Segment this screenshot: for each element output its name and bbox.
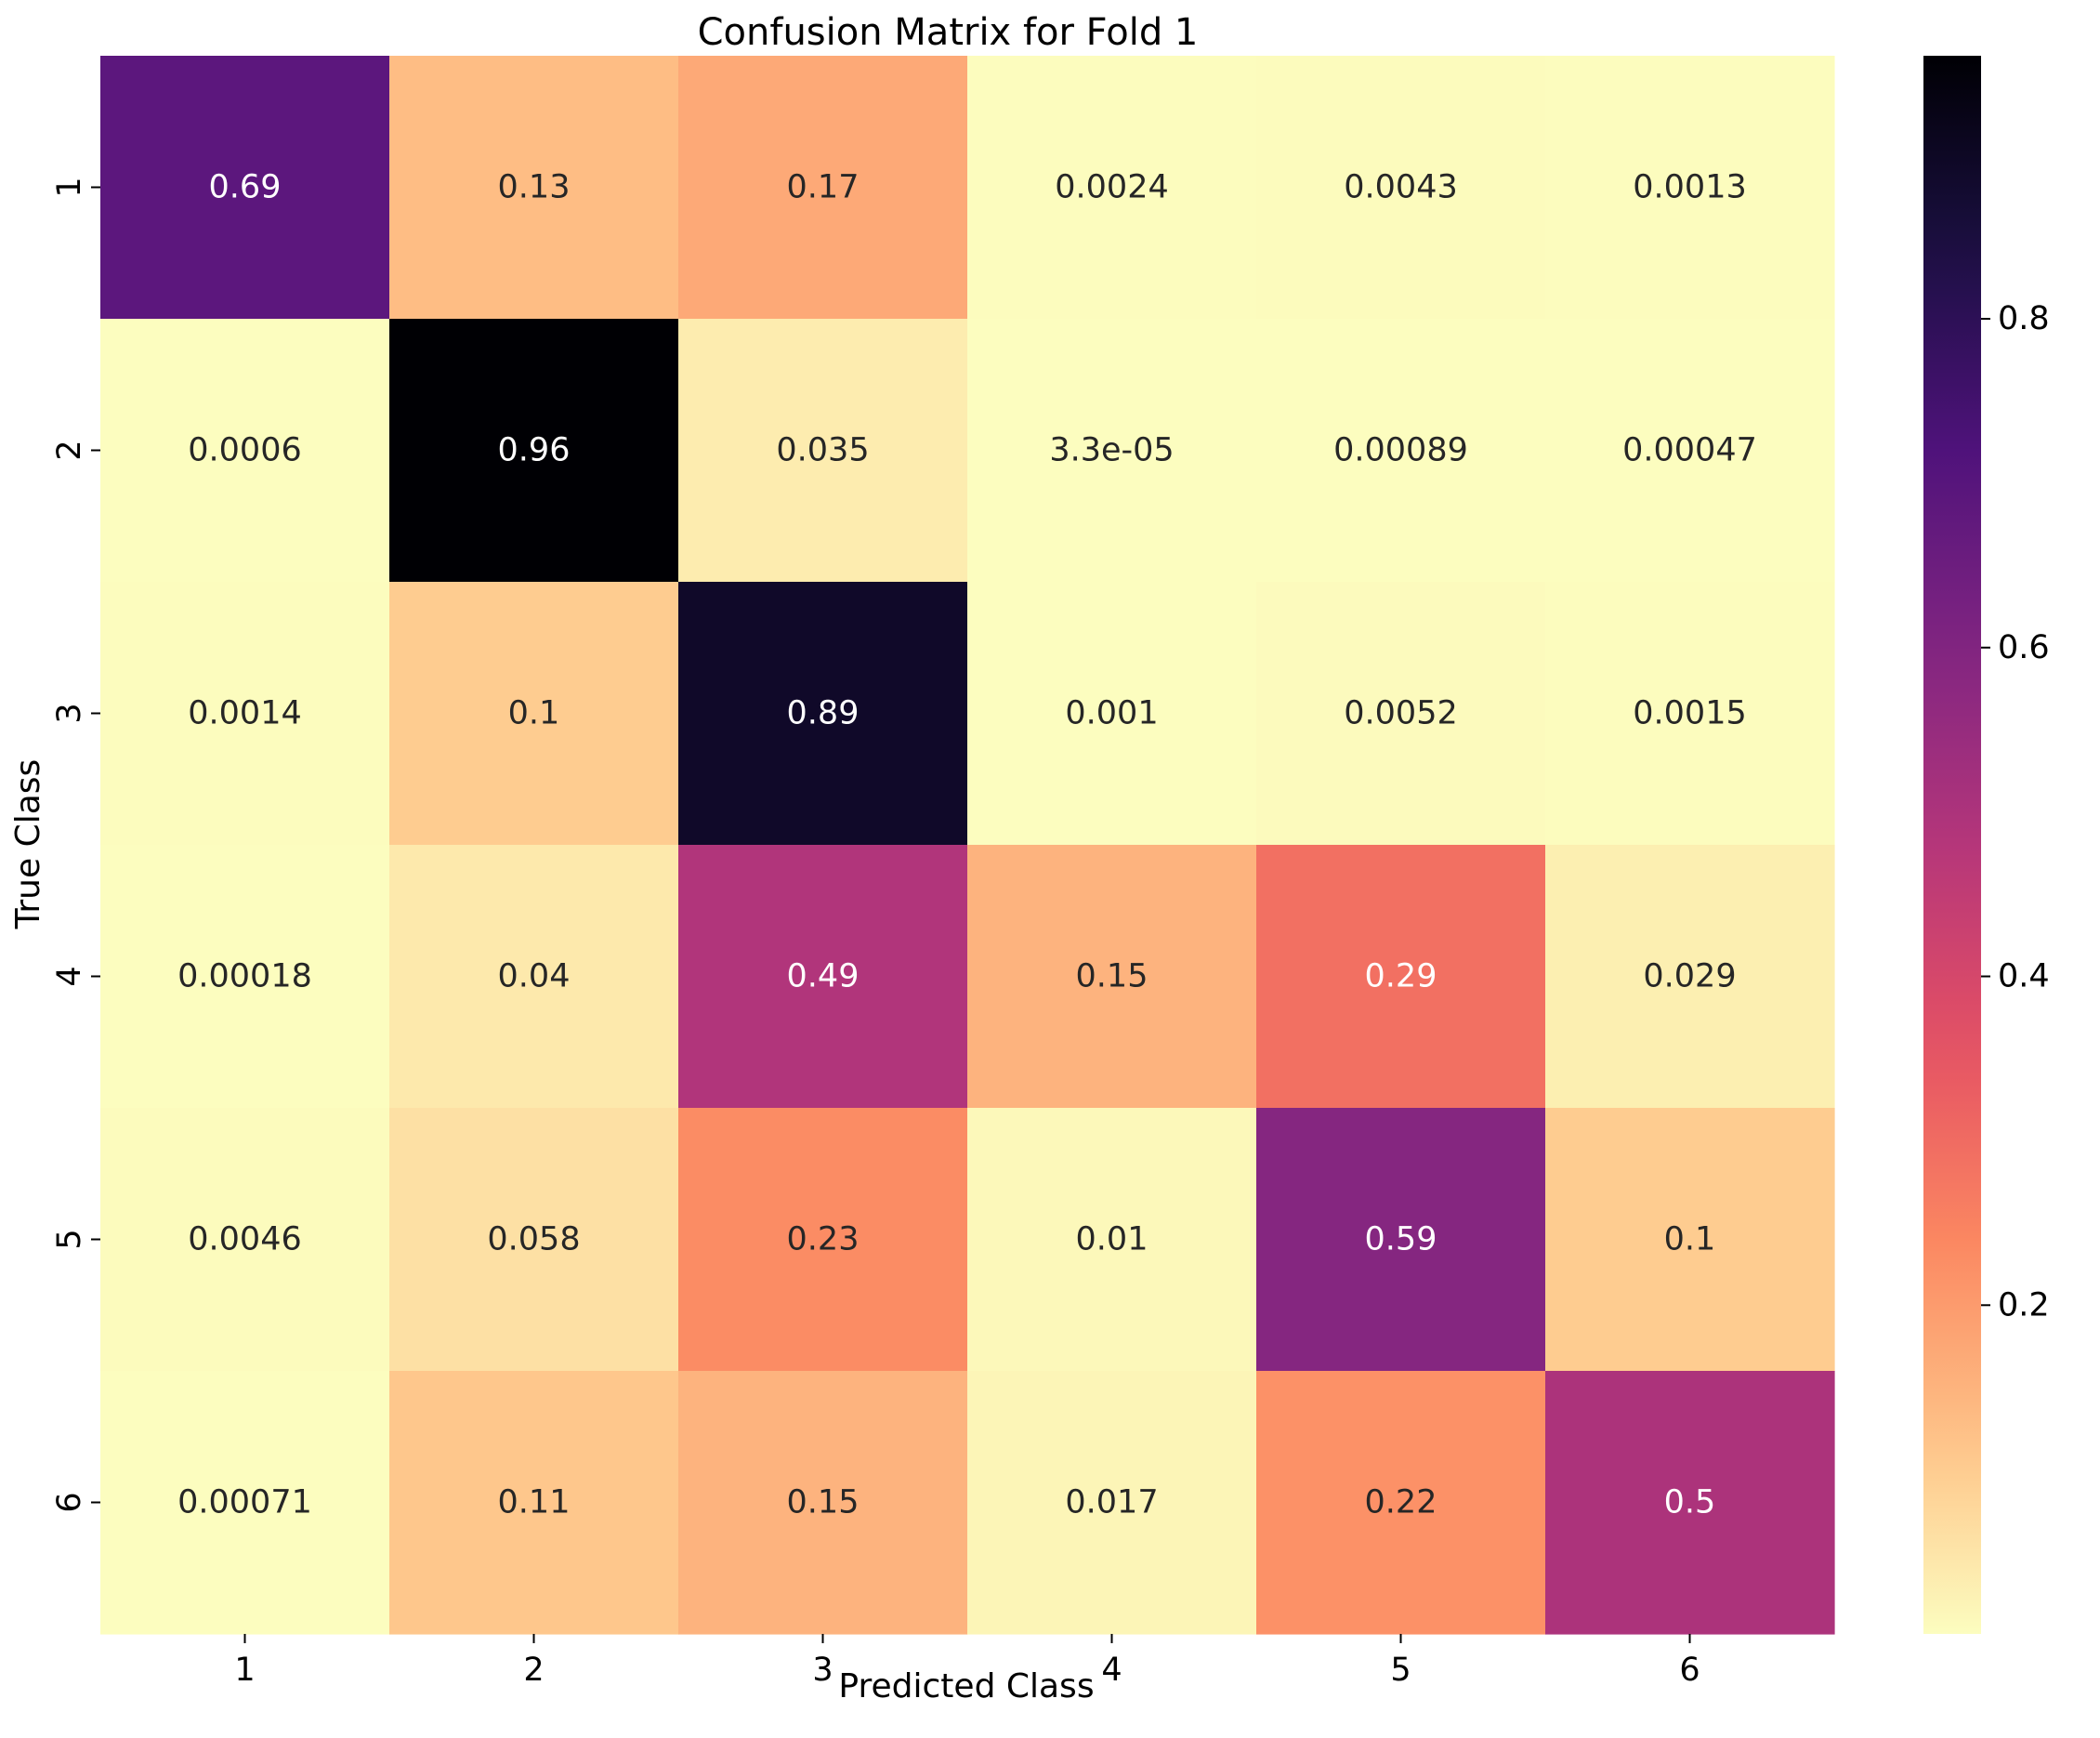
heatmap-cell-r5-c2 <box>389 1108 679 1372</box>
cell-annotation: 3.3e-05 <box>1049 432 1174 469</box>
cell-annotation: 0.96 <box>498 432 571 469</box>
cell-annotation: 0.59 <box>1365 1221 1437 1258</box>
heatmap-cell-r6-c5 <box>1256 1371 1546 1635</box>
heatmap-cell-r6-c3 <box>678 1371 968 1635</box>
heatmap-cell-r2-c3 <box>678 319 968 583</box>
cell-annotation: 0.23 <box>787 1221 860 1258</box>
heatmap-cell-r5-c5 <box>1256 1108 1546 1372</box>
cell-annotation: 0.69 <box>209 169 282 206</box>
heatmap-cell-r4-c5 <box>1256 845 1546 1109</box>
x-tick-label: 3 <box>812 1652 833 1689</box>
cell-annotation: 0.0024 <box>1055 169 1168 206</box>
colorbar-tick-label: 0.8 <box>1998 300 2050 337</box>
cell-annotation: 0.00018 <box>177 958 312 995</box>
heatmap-cell-r2-c5 <box>1256 319 1546 583</box>
x-axis-label: Predicted Class <box>838 1667 1094 1705</box>
cell-annotation: 0.00089 <box>1333 432 1468 469</box>
cell-annotation: 0.0014 <box>188 695 301 732</box>
y-tick-label: 3 <box>51 703 88 723</box>
cell-annotation: 0.15 <box>787 1484 860 1521</box>
cell-annotation: 0.1 <box>1664 1221 1716 1258</box>
cell-annotation: 0.0052 <box>1344 695 1457 732</box>
cell-annotation: 0.00047 <box>1622 432 1757 469</box>
y-tick-label: 2 <box>51 440 88 460</box>
cell-annotation: 0.035 <box>776 432 869 469</box>
x-tick-label: 5 <box>1390 1652 1411 1689</box>
heatmap-cell-r5-c4 <box>967 1108 1257 1372</box>
cell-annotation: 0.13 <box>498 169 571 206</box>
cell-annotation: 0.001 <box>1065 695 1158 732</box>
cell-annotation: 0.89 <box>787 695 860 732</box>
cell-annotation: 0.17 <box>787 169 860 206</box>
heatmap-cell-r4-c1 <box>100 845 390 1109</box>
heatmap-cell-r1-c1 <box>100 56 390 320</box>
cell-annotation: 0.22 <box>1365 1484 1437 1521</box>
heatmap-cell-r3-c4 <box>967 582 1257 846</box>
heatmap-cell-r5-c3 <box>678 1108 968 1372</box>
heatmap-cell-r1-c2 <box>389 56 679 320</box>
cell-annotations: 0.69 0.13 0.17 0.0024 0.0043 0.0013 0.0006 0.96… <box>177 169 1757 1521</box>
chart-title: Confusion Matrix for Fold 1 <box>698 11 1199 54</box>
y-tick-label: 4 <box>51 966 88 986</box>
cell-annotation: 0.01 <box>1076 1221 1148 1258</box>
cell-annotation: 0.15 <box>1076 958 1148 995</box>
heatmap-cell-r6-c1 <box>100 1371 390 1635</box>
cell-annotation: 0.058 <box>487 1221 580 1258</box>
heatmap-cell-r6-c2 <box>389 1371 679 1635</box>
heatmap-cell-r4-c6 <box>1545 845 1835 1109</box>
colorbar-tick-label: 0.4 <box>1998 958 2050 995</box>
cell-annotation: 0.29 <box>1365 958 1437 995</box>
y-tick-label: 1 <box>51 177 88 197</box>
heatmap-cell-r4-c2 <box>389 845 679 1109</box>
cell-annotation: 0.017 <box>1065 1484 1158 1521</box>
x-axis-ticks: 1 2 3 4 5 6 <box>234 1634 1700 1689</box>
heatmap-cell-r1-c4 <box>967 56 1257 320</box>
cell-annotation: 0.5 <box>1664 1484 1716 1521</box>
heatmap-cell-r1-c5 <box>1256 56 1546 320</box>
colorbar-gradient <box>1923 56 1981 1634</box>
x-tick-label: 2 <box>523 1652 544 1689</box>
cell-annotation: 0.49 <box>787 958 860 995</box>
cell-annotation: 0.0015 <box>1633 695 1746 732</box>
cell-annotation: 0.0006 <box>188 432 301 469</box>
heatmap-cell-r4-c4 <box>967 845 1257 1109</box>
heatmap-cell-r3-c3 <box>678 582 968 846</box>
y-tick-label: 6 <box>51 1492 88 1512</box>
y-axis-ticks: 1 2 3 4 5 6 <box>51 177 100 1513</box>
x-tick-label: 6 <box>1679 1652 1700 1689</box>
cell-annotation: 0.04 <box>498 958 571 995</box>
cell-annotation: 0.11 <box>498 1484 571 1521</box>
heatmap-cell-r2-c4 <box>967 319 1257 583</box>
heatmap-cell-r3-c6 <box>1545 582 1835 846</box>
heatmap-cell-r3-c2 <box>389 582 679 846</box>
heatmap-cell-r2-c2 <box>389 319 679 583</box>
heatmap-cells <box>100 56 1835 1635</box>
y-axis-label: True Class <box>9 759 47 930</box>
heatmap-cell-r3-c1 <box>100 582 390 846</box>
x-tick-label: 1 <box>234 1652 255 1689</box>
x-tick-label: 4 <box>1101 1652 1122 1689</box>
cell-annotation: 0.0043 <box>1344 169 1457 206</box>
heatmap-cell-r5-c6 <box>1545 1108 1835 1372</box>
heatmap-cell-r3-c5 <box>1256 582 1546 846</box>
y-tick-label: 5 <box>51 1229 88 1249</box>
cell-annotation: 0.0046 <box>188 1221 301 1258</box>
cell-annotation: 0.00071 <box>177 1484 312 1521</box>
colorbar-tick-label: 0.2 <box>1998 1286 2050 1323</box>
heatmap-cell-r1-c6 <box>1545 56 1835 320</box>
cell-annotation: 0.0013 <box>1633 169 1746 206</box>
colorbar: 0.2 0.4 0.6 0.8 <box>1923 56 2050 1634</box>
cell-annotation: 0.029 <box>1643 958 1736 995</box>
heatmap-cell-r1-c3 <box>678 56 968 320</box>
heatmap-cell-r5-c1 <box>100 1108 390 1372</box>
heatmap-cell-r4-c3 <box>678 845 968 1109</box>
heatmap-cell-r6-c6 <box>1545 1371 1835 1635</box>
heatmap-cell-r2-c6 <box>1545 319 1835 583</box>
heatmap-cell-r6-c4 <box>967 1371 1257 1635</box>
colorbar-tick-label: 0.6 <box>1998 629 2050 666</box>
cell-annotation: 0.1 <box>508 695 560 732</box>
heatmap-cell-r2-c1 <box>100 319 390 583</box>
